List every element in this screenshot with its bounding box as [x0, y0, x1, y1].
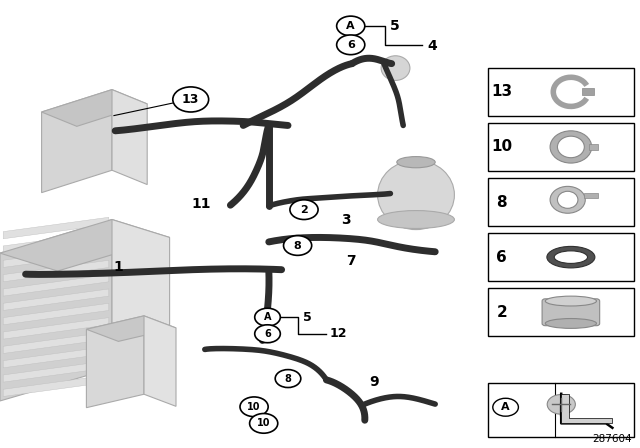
Ellipse shape	[550, 131, 591, 163]
Text: 12: 12	[329, 327, 347, 340]
Polygon shape	[42, 90, 147, 126]
Polygon shape	[112, 220, 170, 384]
Ellipse shape	[381, 56, 410, 80]
Text: 6: 6	[347, 40, 355, 50]
Text: 10: 10	[257, 418, 271, 428]
FancyBboxPatch shape	[488, 123, 634, 171]
Polygon shape	[3, 318, 109, 339]
Text: 13: 13	[491, 84, 513, 99]
Text: 287604: 287604	[593, 434, 632, 444]
Circle shape	[255, 325, 280, 343]
Text: 8: 8	[285, 374, 291, 383]
FancyBboxPatch shape	[488, 289, 634, 336]
Bar	[589, 144, 598, 150]
FancyBboxPatch shape	[488, 68, 634, 116]
FancyBboxPatch shape	[488, 178, 634, 226]
Text: 4: 4	[427, 39, 437, 53]
Polygon shape	[3, 275, 109, 296]
Text: A: A	[346, 21, 355, 31]
Polygon shape	[3, 375, 109, 396]
Text: 10: 10	[247, 402, 261, 412]
Circle shape	[290, 200, 318, 220]
Circle shape	[250, 414, 278, 433]
Ellipse shape	[547, 246, 595, 268]
Text: 6: 6	[264, 329, 271, 339]
Bar	[584, 193, 598, 198]
Ellipse shape	[557, 136, 584, 158]
FancyBboxPatch shape	[488, 383, 634, 437]
Polygon shape	[86, 316, 176, 341]
Polygon shape	[3, 232, 109, 253]
Text: 1: 1	[113, 259, 124, 274]
Text: A: A	[501, 402, 510, 412]
FancyBboxPatch shape	[488, 233, 634, 281]
Text: 5: 5	[303, 310, 312, 324]
Ellipse shape	[550, 186, 586, 213]
Polygon shape	[3, 361, 109, 382]
Ellipse shape	[378, 160, 454, 230]
Circle shape	[284, 236, 312, 255]
Circle shape	[493, 398, 518, 416]
Text: 6: 6	[497, 250, 507, 265]
Polygon shape	[3, 260, 109, 282]
Polygon shape	[3, 217, 109, 239]
Polygon shape	[3, 346, 109, 368]
Polygon shape	[0, 220, 112, 401]
Ellipse shape	[545, 296, 596, 306]
Text: 10: 10	[491, 139, 513, 155]
Ellipse shape	[545, 319, 596, 328]
Text: A: A	[264, 312, 271, 322]
Bar	[582, 88, 594, 95]
Text: 2: 2	[300, 205, 308, 215]
Polygon shape	[3, 246, 109, 267]
Polygon shape	[3, 332, 109, 353]
Polygon shape	[3, 289, 109, 310]
Text: 2: 2	[497, 305, 507, 320]
Text: 9: 9	[369, 375, 380, 389]
Ellipse shape	[378, 211, 454, 228]
Circle shape	[337, 35, 365, 55]
Circle shape	[275, 370, 301, 388]
Polygon shape	[0, 220, 170, 271]
Polygon shape	[112, 90, 147, 185]
Circle shape	[240, 397, 268, 417]
Circle shape	[173, 87, 209, 112]
Polygon shape	[42, 90, 112, 193]
Polygon shape	[561, 394, 612, 423]
Ellipse shape	[554, 251, 588, 263]
Ellipse shape	[557, 191, 578, 208]
Ellipse shape	[397, 156, 435, 168]
Circle shape	[547, 395, 575, 414]
Text: 5: 5	[390, 19, 400, 33]
Polygon shape	[144, 316, 176, 406]
Text: 13: 13	[182, 93, 200, 106]
Text: 11: 11	[192, 197, 211, 211]
Text: 3: 3	[340, 213, 351, 228]
Circle shape	[337, 16, 365, 36]
Text: 8: 8	[497, 194, 507, 210]
Polygon shape	[86, 316, 144, 408]
Text: 7: 7	[346, 254, 356, 268]
FancyBboxPatch shape	[542, 299, 600, 326]
Circle shape	[255, 308, 280, 326]
Text: 8: 8	[294, 241, 301, 250]
Polygon shape	[3, 303, 109, 325]
